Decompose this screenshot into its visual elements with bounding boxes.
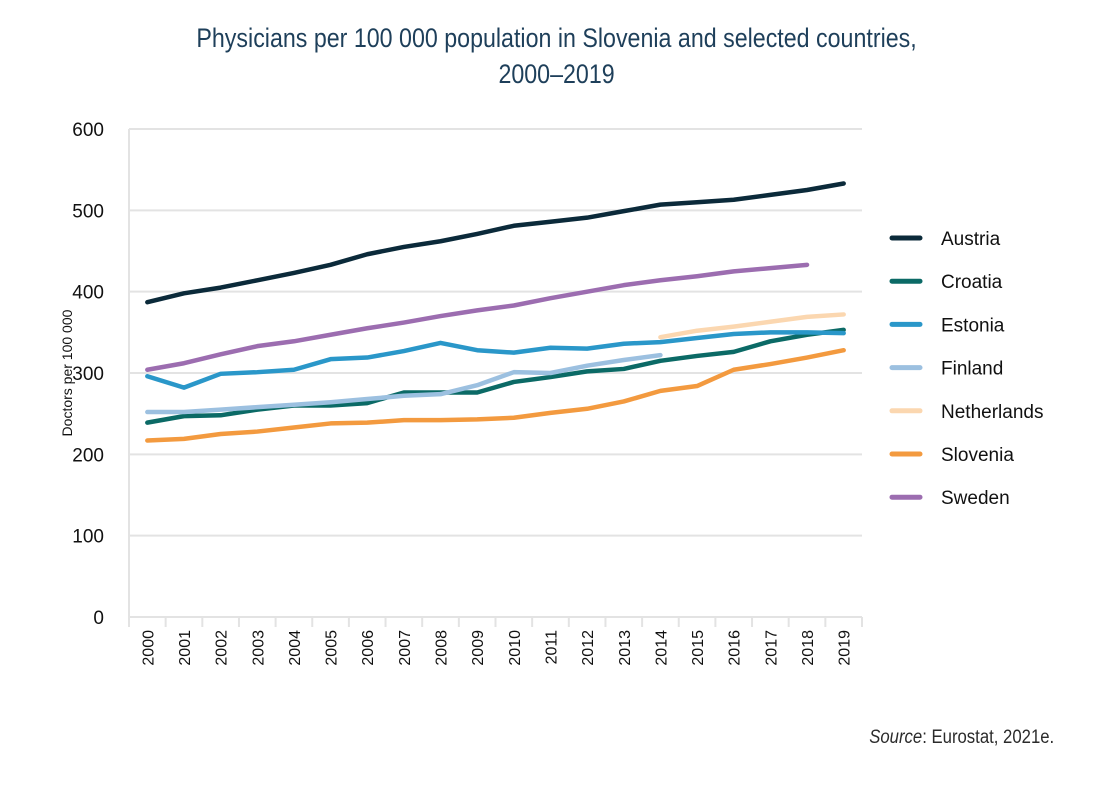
x-tick-label: 2014 xyxy=(653,630,670,666)
legend-item-sweden: Sweden xyxy=(889,488,1010,509)
chart-title: Physicians per 100 000 population in Slo… xyxy=(78,20,1034,92)
legend-label: Finland xyxy=(941,359,1003,380)
x-tick-label: 2006 xyxy=(360,630,377,666)
x-tick-label: 2013 xyxy=(617,630,634,666)
legend-label: Croatia xyxy=(941,272,1003,293)
x-tick-label: 2007 xyxy=(397,630,414,666)
y-tick-label: 400 xyxy=(72,283,104,304)
series-lines xyxy=(145,181,846,443)
y-tick-label: 200 xyxy=(72,445,104,466)
gridlines xyxy=(129,128,862,618)
x-tick-label: 2012 xyxy=(580,630,597,666)
y-tick-label: 0 xyxy=(93,608,104,629)
x-tick-label: 2002 xyxy=(214,630,231,666)
x-tick-label: 2015 xyxy=(690,630,707,666)
x-tick-label: 2018 xyxy=(800,630,817,666)
legend-item-slovenia: Slovenia xyxy=(889,445,1014,466)
x-tick-label: 2000 xyxy=(140,630,157,666)
series-line-sweden xyxy=(145,262,810,372)
x-tick-label: 2010 xyxy=(507,630,524,666)
series-line-estonia xyxy=(145,330,846,390)
legend-label: Estonia xyxy=(941,315,1005,336)
source-note: Source: Eurostat, 2021e. xyxy=(869,727,1054,749)
x-axis-ticks: 2000 2001 2002 2003 2004 2005 2006 2007 2008 2009… xyxy=(140,630,853,666)
series-line-finland xyxy=(145,352,663,415)
source-text: : Eurostat, 2021e. xyxy=(922,727,1054,748)
legend: Austria Croatia Estonia Finland Netherlands S… xyxy=(889,229,1043,509)
legend-item-finland: Finland xyxy=(889,359,1003,380)
x-tick-label: 2019 xyxy=(837,630,854,666)
x-tick-label: 2008 xyxy=(434,630,451,666)
x-tick-label: 2016 xyxy=(727,630,744,666)
legend-label: Sweden xyxy=(941,488,1010,509)
source-label: Source xyxy=(869,727,922,748)
chart-title-line-1: Physicians per 100 000 population in Slo… xyxy=(196,23,917,53)
y-tick-label: 100 xyxy=(72,527,104,548)
x-tick-label: 2004 xyxy=(287,630,304,666)
chart-title-line-2: 2000–2019 xyxy=(498,59,615,89)
y-tick-label: 600 xyxy=(72,120,104,141)
x-tick-label: 2001 xyxy=(177,630,194,666)
legend-label: Netherlands xyxy=(941,402,1043,423)
series-line-netherlands xyxy=(658,312,846,340)
x-tick-label: 2005 xyxy=(324,630,341,666)
series-line-austria xyxy=(145,181,846,305)
y-tick-label: 500 xyxy=(72,201,104,222)
y-tick-label: 300 xyxy=(72,364,104,385)
legend-item-estonia: Estonia xyxy=(889,315,1005,336)
axes xyxy=(128,129,863,627)
series-line-slovenia xyxy=(145,347,846,443)
x-tick-label: 2003 xyxy=(250,630,267,666)
y-axis-label: Doctors per 100 000 xyxy=(59,309,75,436)
legend-label: Slovenia xyxy=(941,445,1014,466)
legend-item-netherlands: Netherlands xyxy=(889,402,1043,423)
y-axis-ticks: 0 100 200 300 400 500 600 xyxy=(72,120,104,629)
x-tick-label: 2011 xyxy=(543,630,560,665)
x-tick-label: 2009 xyxy=(470,630,487,666)
x-tick-label: 2017 xyxy=(763,630,780,666)
legend-label: Austria xyxy=(941,229,1001,250)
legend-item-croatia: Croatia xyxy=(889,272,1003,293)
legend-item-austria: Austria xyxy=(889,229,1001,250)
